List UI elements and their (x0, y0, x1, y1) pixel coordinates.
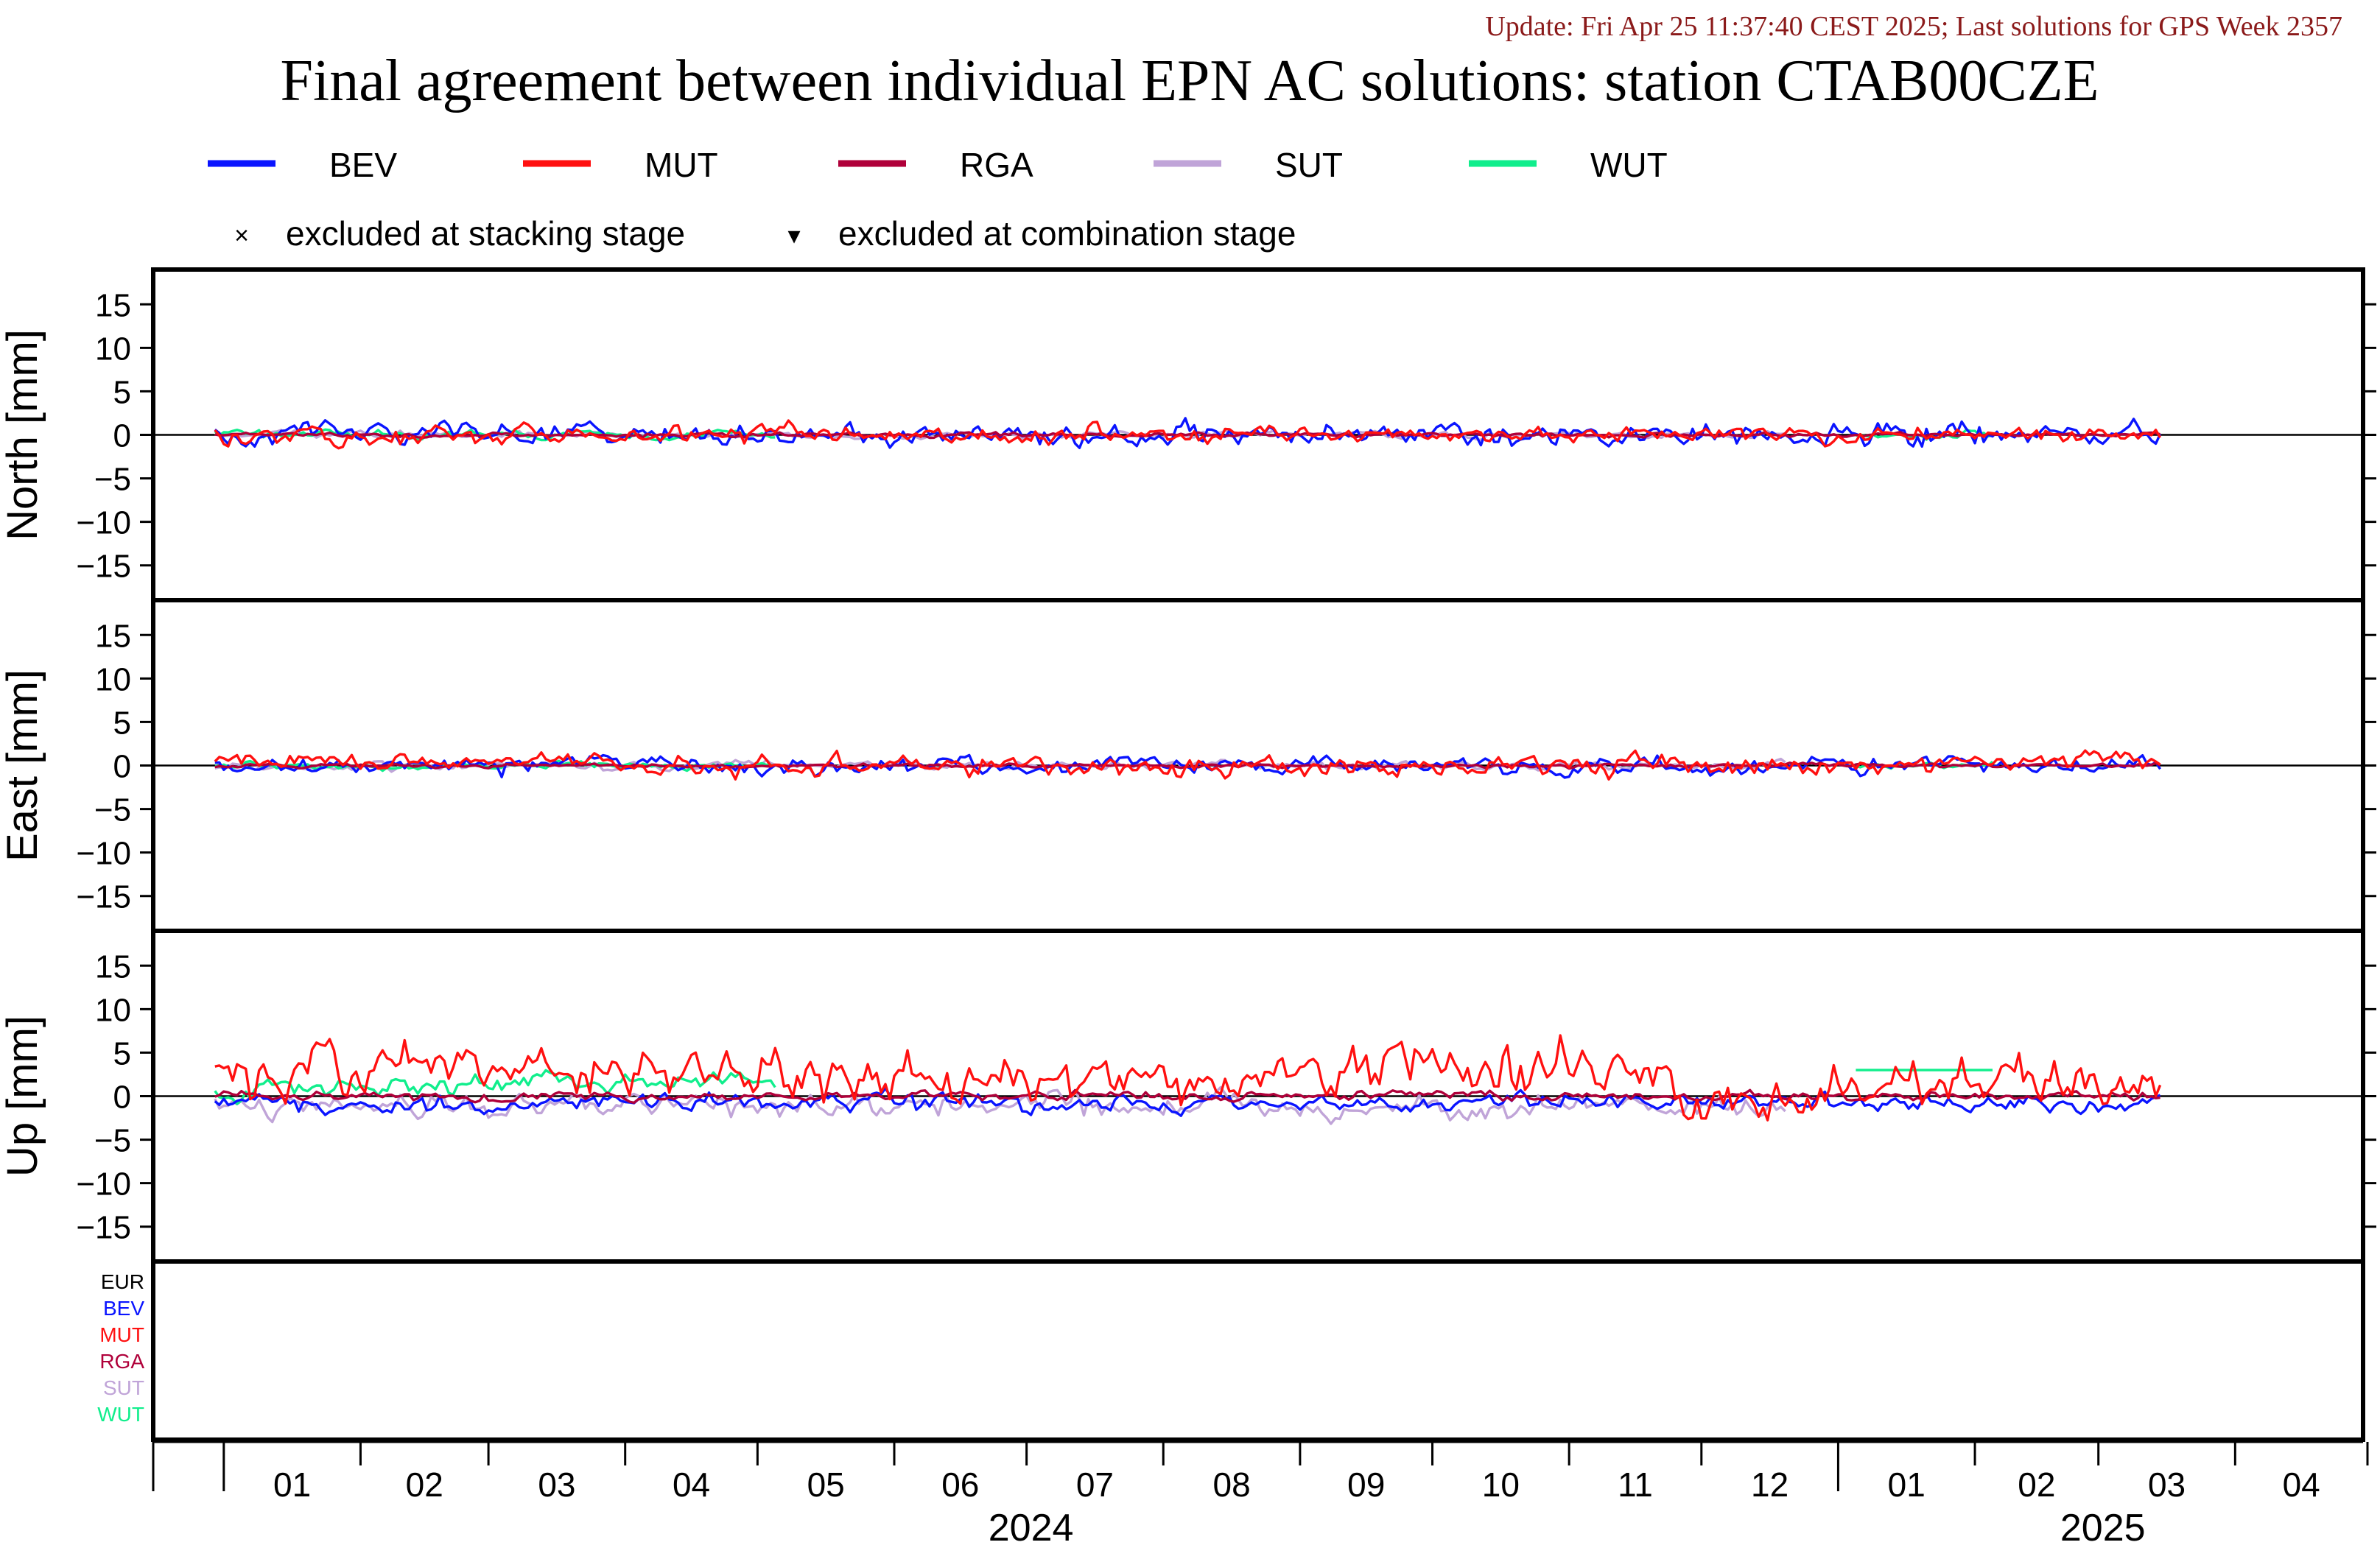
reference-label-rga: RGA (99, 1350, 144, 1373)
time-axis: 01 02 03 04 05 06 07 08 09 10 11 12 01 02 03 04 2024 2025 (152, 1440, 2369, 1545)
x-tick-label: 04 (2283, 1465, 2320, 1504)
marker-label-1: excluded at combination stage (838, 214, 1296, 253)
series-line-mut (214, 1034, 2162, 1122)
y-tick-label: −5 (94, 792, 131, 828)
x-tick-label: 02 (406, 1465, 443, 1504)
y-tick-label: −10 (76, 1166, 131, 1203)
x-tick-label: 11 (1618, 1465, 1653, 1504)
y-tick-label: −15 (76, 549, 131, 585)
y-tick-label: −5 (94, 1123, 131, 1159)
legend-label-rga: RGA (960, 146, 1033, 184)
series-line-wut (214, 1069, 776, 1105)
y-tick-label: 5 (113, 1035, 131, 1071)
panel-north: 15 10 5 0 −5 −10 −15 North [mm] (0, 267, 2376, 602)
panel-east: 15 10 5 0 −5 −10 −15 East [mm] (0, 598, 2376, 933)
marker-legend: × excluded at stacking stage ▾ excluded at … (234, 214, 1296, 253)
chart-title: Final agreement between individual EPN A… (281, 49, 2099, 113)
reference-label-sut: SUT (103, 1376, 144, 1399)
series-line-rga (214, 1088, 2160, 1105)
y-tick-label: 10 (95, 992, 131, 1028)
reference-panel-frame (151, 1259, 2365, 1442)
series-line-mut (214, 419, 2162, 450)
y-tick-label: 15 (95, 618, 131, 654)
x-year-label: 2024 (989, 1507, 1074, 1545)
y-tick-label: 0 (113, 749, 131, 785)
reference-label-bev: BEV (103, 1297, 144, 1320)
x-tick-label: 04 (673, 1465, 710, 1504)
x-year-label: 2025 (2060, 1507, 2146, 1545)
legend-label-bev: BEV (329, 146, 397, 184)
reference-label-wut: WUT (97, 1403, 144, 1426)
x-tick-label: 05 (807, 1465, 845, 1504)
y-tick-label: −10 (76, 836, 131, 872)
x-tick-label: 01 (1888, 1465, 1926, 1504)
legend-label-mut: MUT (645, 146, 718, 184)
marker-symbol-0: × (234, 222, 249, 250)
chart-panels: 15 10 5 0 −5 −10 −15 North [mm] 15 10 5 0 −5 −10 −15 Ea… (0, 267, 2376, 1264)
y-tick-label: 15 (95, 287, 131, 323)
marker-label-0: excluded at stacking stage (286, 214, 685, 253)
y-tick-label: −10 (76, 505, 131, 541)
x-tick-label: 08 (1212, 1465, 1250, 1504)
series-line-bev (214, 417, 2162, 449)
panel-up: 15 10 5 0 −5 −10 −15 Up [mm] (0, 929, 2376, 1264)
y-tick-label: 5 (113, 374, 131, 410)
update-timestamp: Update: Fri Apr 25 11:37:40 CEST 2025; L… (1485, 11, 2342, 42)
panel-series (214, 417, 2162, 450)
x-tick-label: 06 (941, 1465, 979, 1504)
x-tick-label: 07 (1076, 1465, 1114, 1504)
marker-symbol-1: ▾ (787, 222, 800, 250)
reference-frame-panel: EUR BEV MUT RGA SUT WUT (97, 1259, 2365, 1442)
panel-series (214, 749, 2162, 781)
x-tick-label: 03 (538, 1465, 575, 1504)
reference-label-mut: MUT (99, 1323, 144, 1346)
x-tick-label: 03 (2148, 1465, 2186, 1504)
y-tick-label: −15 (76, 879, 131, 915)
y-axis-label: East [mm] (0, 669, 46, 862)
x-tick-label: 01 (273, 1465, 311, 1504)
x-tick-label: 09 (1347, 1465, 1385, 1504)
y-axis-label: Up [mm] (0, 1016, 46, 1177)
series-line-mut (214, 749, 2161, 781)
legend-label-wut: WUT (1590, 146, 1668, 184)
y-tick-label: 0 (113, 418, 131, 454)
y-tick-label: 10 (95, 331, 131, 367)
y-axis-label: North [mm] (0, 329, 46, 541)
panel-series (214, 1034, 2162, 1125)
x-tick-label: 12 (1751, 1465, 1788, 1504)
y-tick-label: 5 (113, 705, 131, 741)
legend-label-sut: SUT (1275, 146, 1343, 184)
x-tick-label: 02 (2018, 1465, 2055, 1504)
chart-legend: BEV MUT RGA SUT WUT (208, 146, 1668, 184)
y-tick-label: 10 (95, 661, 131, 697)
y-tick-label: −5 (94, 462, 131, 498)
y-tick-label: −15 (76, 1210, 131, 1246)
reference-label-eur: EUR (101, 1270, 144, 1293)
x-tick-label: 10 (1482, 1465, 1520, 1504)
y-tick-label: 15 (95, 949, 131, 985)
series-line-bev (214, 1087, 2161, 1117)
y-tick-label: 0 (113, 1080, 131, 1116)
